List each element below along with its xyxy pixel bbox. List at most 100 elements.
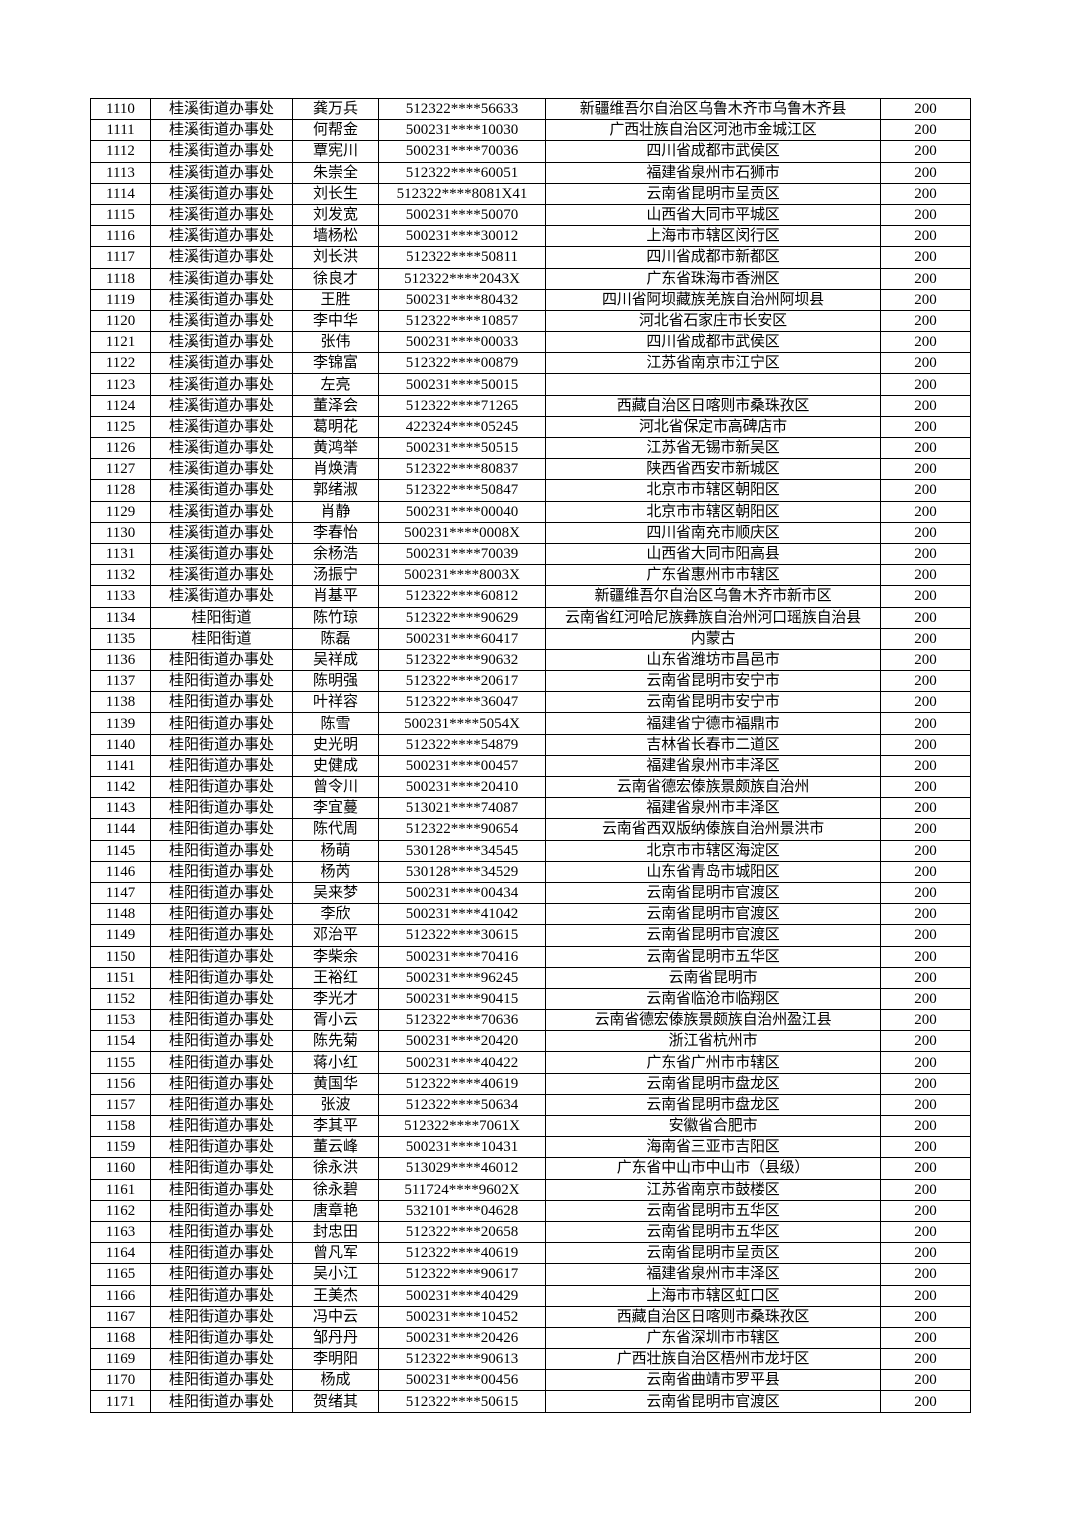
name-cell: 黄鸿举 bbox=[292, 436, 379, 460]
office-cell: 桂阳街道办事处 bbox=[150, 1093, 293, 1117]
row-number: 1158 bbox=[90, 1114, 151, 1138]
data-table: 1110 桂溪街道办事处 龚万兵 512322****56633 新疆维吾尔自治区乌鲁木… bbox=[90, 97, 971, 1413]
table-row: 1152 桂阳街道办事处 李光才 500231****90415 云南省临沧市临翔区 20… bbox=[90, 987, 971, 1011]
office-cell: 桂阳街道办事处 bbox=[150, 1284, 293, 1307]
address-cell: 云南省昆明市官渡区 bbox=[545, 924, 881, 947]
row-number: 1127 bbox=[90, 458, 151, 481]
row-number: 1143 bbox=[90, 797, 151, 820]
office-cell: 桂溪街道办事处 bbox=[150, 225, 293, 248]
name-cell: 李柴余 bbox=[292, 945, 379, 968]
name-cell: 杨萌 bbox=[292, 839, 379, 862]
row-number: 1138 bbox=[90, 691, 151, 714]
name-cell: 陈明强 bbox=[292, 670, 379, 693]
table-row: 1171 桂阳街道办事处 贺绪其 512322****50615 云南省昆明市官渡区 20… bbox=[90, 1390, 971, 1413]
row-number: 1126 bbox=[90, 436, 151, 460]
address-cell: 云南省昆明市呈贡区 bbox=[545, 1242, 881, 1265]
table-row: 1134 桂阳街道 陈竹琼 512322****90629 云南省红河哈尼族彝族自治州河… bbox=[90, 606, 971, 629]
name-cell: 陈先菊 bbox=[292, 1030, 379, 1053]
amount-cell: 200 bbox=[880, 945, 971, 968]
amount-cell: 200 bbox=[880, 542, 971, 566]
amount-cell: 200 bbox=[880, 119, 971, 142]
table-row: 1117 桂溪街道办事处 刘长洪 512322****50811 四川省成都市新都区 20… bbox=[90, 246, 971, 269]
address-cell: 云南省德宏傣族景颇族自治州盈江县 bbox=[545, 1009, 881, 1032]
table-body: 1110 桂溪街道办事处 龚万兵 512322****56633 新疆维吾尔自治区乌鲁木… bbox=[90, 97, 971, 1413]
name-cell: 陈代周 bbox=[292, 818, 379, 841]
row-number: 1114 bbox=[90, 182, 151, 205]
address-cell: 四川省成都市武侯区 bbox=[545, 331, 881, 354]
office-cell: 桂溪街道办事处 bbox=[150, 436, 293, 460]
office-cell: 桂溪街道办事处 bbox=[150, 267, 293, 290]
name-cell: 徐永碧 bbox=[292, 1178, 379, 1201]
office-cell: 桂阳街道办事处 bbox=[150, 860, 293, 883]
id-number-cell: 530128****34529 bbox=[378, 860, 546, 883]
name-cell: 覃宪川 bbox=[292, 140, 379, 163]
address-cell: 广东省珠海市香洲区 bbox=[545, 267, 881, 290]
row-number: 1156 bbox=[90, 1072, 151, 1095]
amount-cell: 200 bbox=[880, 1009, 971, 1032]
row-number: 1139 bbox=[90, 712, 151, 735]
office-cell: 桂溪街道办事处 bbox=[150, 415, 293, 439]
office-cell: 桂阳街道办事处 bbox=[150, 1242, 293, 1265]
address-cell: 新疆维吾尔自治区乌鲁木齐市乌鲁木齐县 bbox=[545, 97, 881, 121]
id-number-cell: 512322****56633 bbox=[378, 97, 546, 121]
table-row: 1123 桂溪街道办事处 左亮 500231****50015 200 bbox=[90, 373, 971, 396]
name-cell: 葛明花 bbox=[292, 415, 379, 439]
name-cell: 李光才 bbox=[292, 987, 379, 1011]
id-number-cell: 512322****80837 bbox=[378, 458, 546, 481]
name-cell: 董泽会 bbox=[292, 394, 379, 417]
address-cell: 云南省昆明市安宁市 bbox=[545, 670, 881, 693]
address-cell: 北京市市辖区朝阳区 bbox=[545, 500, 881, 523]
id-number-cell: 512322****71265 bbox=[378, 394, 546, 417]
address-cell: 广西壮族自治区河池市金城江区 bbox=[545, 119, 881, 142]
name-cell: 冯中云 bbox=[292, 1305, 379, 1328]
table-row: 1119 桂溪街道办事处 王胜 500231****80432 四川省阿坝藏族羌族自治州… bbox=[90, 288, 971, 311]
table-row: 1137 桂阳街道办事处 陈明强 512322****20617 云南省昆明市安宁市 20… bbox=[90, 670, 971, 693]
id-number-cell: 512322****20617 bbox=[378, 670, 546, 693]
table-row: 1122 桂溪街道办事处 李锦富 512322****00879 江苏省南京市江宁区 20… bbox=[90, 352, 971, 375]
table-row: 1149 桂阳街道办事处 邓治平 512322****30615 云南省昆明市官渡区 20… bbox=[90, 924, 971, 947]
row-number: 1147 bbox=[90, 881, 151, 905]
office-cell: 桂溪街道办事处 bbox=[150, 542, 293, 566]
id-number-cell: 500231****70416 bbox=[378, 945, 546, 968]
id-number-cell: 500231****50070 bbox=[378, 203, 546, 227]
table-row: 1165 桂阳街道办事处 吴小江 512322****90617 福建省泉州市丰泽区 20… bbox=[90, 1263, 971, 1286]
id-number-cell: 513021****74087 bbox=[378, 797, 546, 820]
address-cell: 广东省广州市市辖区 bbox=[545, 1051, 881, 1074]
id-number-cell: 500231****00033 bbox=[378, 331, 546, 354]
row-number: 1110 bbox=[90, 97, 151, 121]
address-cell: 云南省昆明市五华区 bbox=[545, 1199, 881, 1222]
amount-cell: 200 bbox=[880, 966, 971, 989]
name-cell: 董云峰 bbox=[292, 1136, 379, 1159]
table-row: 1151 桂阳街道办事处 王裕红 500231****96245 云南省昆明市 200 bbox=[90, 966, 971, 989]
table-row: 1131 桂溪街道办事处 余杨浩 500231****70039 山西省大同市阳高县 20… bbox=[90, 542, 971, 566]
address-cell: 福建省泉州市丰泽区 bbox=[545, 797, 881, 820]
address-cell: 上海市市辖区虹口区 bbox=[545, 1284, 881, 1307]
id-number-cell: 512322****90617 bbox=[378, 1263, 546, 1286]
address-cell: 云南省昆明市官渡区 bbox=[545, 1390, 881, 1413]
name-cell: 李锦富 bbox=[292, 352, 379, 375]
id-number-cell: 512322****7061X bbox=[378, 1114, 546, 1138]
address-cell: 广西壮族自治区梧州市龙圩区 bbox=[545, 1348, 881, 1371]
id-number-cell: 500231****80432 bbox=[378, 288, 546, 311]
id-number-cell: 512322****40619 bbox=[378, 1242, 546, 1265]
amount-cell: 200 bbox=[880, 606, 971, 629]
id-number-cell: 512322****90629 bbox=[378, 606, 546, 629]
office-cell: 桂阳街道办事处 bbox=[150, 1326, 293, 1350]
id-number-cell: 500231****41042 bbox=[378, 903, 546, 926]
address-cell: 云南省昆明市盘龙区 bbox=[545, 1093, 881, 1117]
office-cell: 桂阳街道办事处 bbox=[150, 733, 293, 756]
office-cell: 桂阳街道办事处 bbox=[150, 924, 293, 947]
row-number: 1162 bbox=[90, 1199, 151, 1222]
office-cell: 桂溪街道办事处 bbox=[150, 309, 293, 333]
amount-cell: 200 bbox=[880, 1136, 971, 1159]
row-number: 1160 bbox=[90, 1157, 151, 1180]
office-cell: 桂阳街道办事处 bbox=[150, 691, 293, 714]
office-cell: 桂溪街道办事处 bbox=[150, 246, 293, 269]
amount-cell: 200 bbox=[880, 1390, 971, 1413]
table-row: 1141 桂阳街道办事处 史健成 500231****00457 福建省泉州市丰泽区 20… bbox=[90, 754, 971, 778]
row-number: 1142 bbox=[90, 775, 151, 799]
address-cell: 广东省深圳市市辖区 bbox=[545, 1326, 881, 1350]
office-cell: 桂阳街道办事处 bbox=[150, 1178, 293, 1201]
amount-cell: 200 bbox=[880, 1157, 971, 1180]
address-cell: 四川省南充市顺庆区 bbox=[545, 521, 881, 544]
